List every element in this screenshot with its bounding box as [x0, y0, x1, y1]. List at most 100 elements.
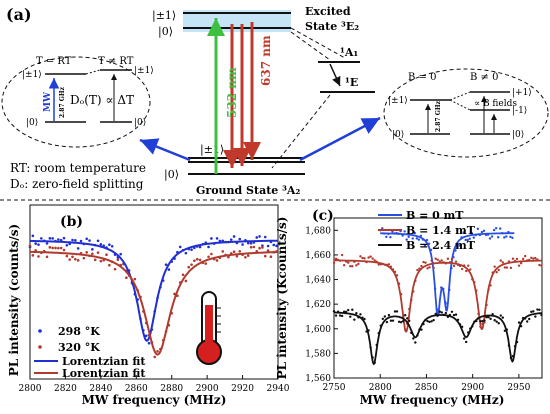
excited-state-label: Excited — [305, 5, 351, 18]
definition-rt: RT: room temperature — [10, 161, 146, 175]
panel-c-point — [434, 257, 437, 260]
panel-b-point — [74, 257, 77, 261]
panel-c-point — [493, 265, 496, 268]
panel-c-point — [495, 320, 498, 323]
panel-c-point — [534, 256, 537, 260]
panel-b: (b) MW frequency (MHz) PL intensity (cou… — [7, 204, 290, 407]
panel-c-point — [495, 271, 498, 274]
panel-b-point — [65, 244, 69, 247]
left-inset-title-right: T ≠ RT — [98, 56, 134, 67]
panel-c-point — [430, 320, 433, 323]
left-inset-ket-pm1-right: |±1⟩ — [134, 66, 154, 76]
definition-do: Dₒ: zero-field splitting — [10, 177, 144, 191]
panel-b-point — [76, 247, 80, 250]
panel-b-xtick-label: 2840 — [89, 384, 112, 394]
panel-b-point — [71, 238, 74, 242]
panel-c-point — [393, 310, 397, 313]
right-inset-magnetic: B = 0 B ≠ 0 |±1⟩ |0⟩ |+1⟩ |-1⟩ |0⟩ 2.87 … — [383, 68, 549, 158]
panel-c-point — [361, 256, 364, 260]
panel-c-point — [432, 318, 435, 322]
panel-b-point — [54, 246, 57, 250]
panel-c-point — [351, 308, 354, 311]
panel-b-point — [28, 244, 32, 248]
panel-c-xtick-label: 2800 — [369, 383, 392, 393]
panel-b-point — [110, 244, 114, 248]
right-inset-freq: 2.87 GHz — [435, 101, 442, 132]
panel-c-point — [417, 238, 421, 241]
excited-state-name: State ³E₂ — [305, 20, 359, 33]
panel-c-ytick-label: 1,600 — [305, 325, 331, 335]
panel-c-point — [385, 320, 389, 324]
panel-b-point — [96, 239, 100, 243]
panel-b-series — [28, 234, 279, 359]
panel-c-point — [340, 314, 344, 318]
panel-c-point — [534, 315, 537, 318]
panel-b-point — [198, 245, 202, 249]
panel-b-point — [48, 246, 52, 249]
panel-c-point — [432, 266, 435, 270]
panel-c-point — [349, 264, 352, 268]
panel-b-point — [164, 263, 168, 266]
panel-c-point — [530, 256, 533, 259]
panel-b-point — [232, 235, 236, 238]
panel-c-point — [403, 230, 406, 233]
panel-c-point — [456, 245, 459, 249]
panel-c-point — [428, 266, 431, 269]
panel-c-point — [476, 227, 480, 231]
panel-b-xtick-label: 2920 — [231, 384, 254, 394]
panel-c-point — [501, 261, 505, 264]
panel-b-point — [232, 250, 236, 254]
panel-b-point — [187, 265, 191, 269]
panel-c-point — [399, 320, 403, 324]
panel-b-point — [93, 258, 97, 262]
panel-c-point — [426, 319, 429, 323]
panel-b-point — [269, 255, 273, 259]
panel-b-point — [235, 254, 239, 258]
panel-b-point — [258, 246, 261, 250]
panel-c-point — [424, 261, 427, 264]
panel-c-point — [373, 259, 376, 262]
singlet-decay-arrow — [329, 63, 341, 87]
panel-c-point — [446, 257, 450, 260]
panel-c-point — [462, 231, 465, 234]
panel-c-point — [415, 237, 419, 240]
panel-b-ylabel: PL intensity (counts/s) — [7, 224, 21, 376]
panel-c-point — [381, 317, 385, 321]
panel-c-point — [532, 310, 535, 313]
panel-c-point — [407, 235, 410, 239]
panel-c-point — [472, 236, 475, 239]
panel-c-point — [430, 259, 433, 262]
panel-b-point — [261, 246, 264, 249]
panel-b-point — [99, 259, 103, 263]
panel-c-point — [389, 236, 392, 239]
panel-b-legend: 298 °K 320 °K Lorentzian fit Lorentzian … — [34, 325, 146, 380]
ground-ket-pm1: |±1⟩ — [200, 143, 224, 157]
panel-c-point — [497, 268, 500, 272]
left-inset-ellipse — [1, 56, 151, 148]
panel-b-point — [252, 245, 256, 249]
panel-b-point — [221, 250, 225, 253]
panel-b-point — [125, 276, 128, 280]
right-inset-ket-pm1: |±1⟩ — [388, 96, 408, 106]
panel-b-point — [258, 235, 261, 238]
panel-b-point — [91, 252, 94, 256]
panel-c-point — [487, 316, 490, 319]
panel-c-xlabel: MW frequency (MHz) — [360, 393, 505, 407]
panel-c-fit-line — [380, 232, 515, 318]
panel-c-point — [488, 237, 492, 240]
right-inset-ket-0-right: |0⟩ — [512, 130, 524, 140]
panel-c-point — [349, 315, 352, 318]
panel-c-point — [387, 263, 391, 266]
panel-c-point — [460, 267, 464, 271]
panel-b-point — [85, 251, 88, 254]
panel-c-point — [467, 264, 470, 267]
panel-c-point — [422, 260, 425, 264]
left-inset-relation: Dₒ(T) ∝ ΔT — [70, 93, 134, 107]
panel-c-point — [436, 258, 439, 261]
panel-c-point — [528, 317, 531, 321]
panel-c-point — [363, 317, 366, 321]
panel-b-point — [275, 244, 278, 248]
panel-c-fit-line — [334, 311, 542, 366]
pointer-arrow-right — [299, 116, 381, 162]
panel-c-point — [408, 319, 411, 322]
